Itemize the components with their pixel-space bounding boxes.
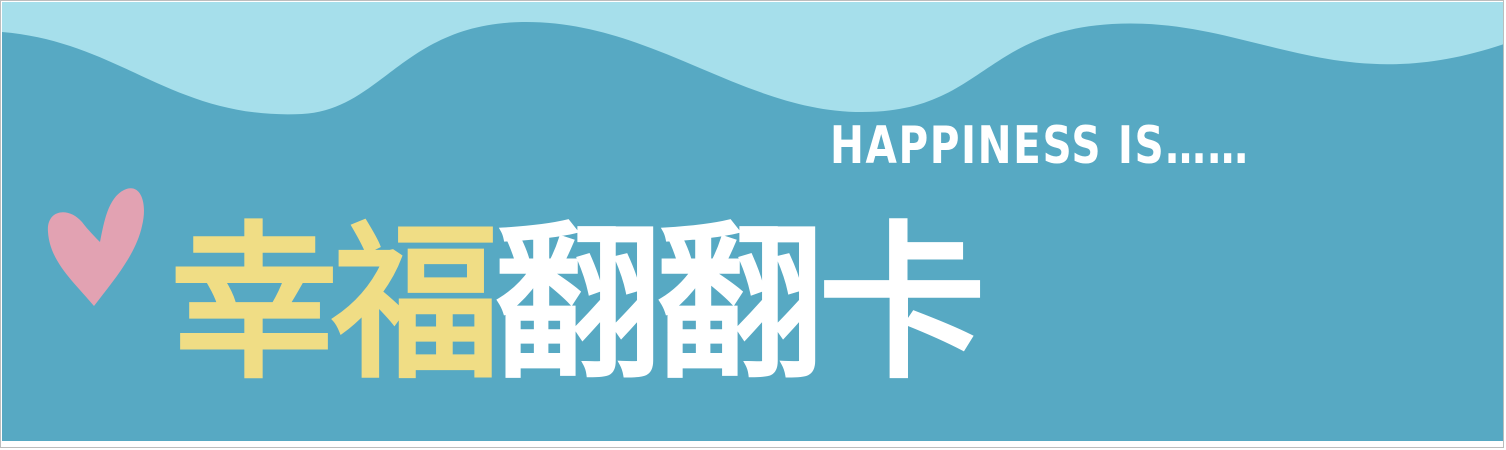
title-part-happiness: 幸福 (170, 206, 500, 402)
happiness-banner: HAPPINESS IS…… 幸福翻翻卡 (2, 2, 1503, 441)
wave-main-blue (2, 21, 1503, 441)
title-part-flip-card: 翻翻卡 (494, 206, 986, 402)
heart-icon (47, 188, 144, 306)
wave-background (2, 2, 1503, 441)
tagline: HAPPINESS IS…… (830, 116, 1250, 176)
banner-title: 幸福翻翻卡 (170, 206, 986, 402)
